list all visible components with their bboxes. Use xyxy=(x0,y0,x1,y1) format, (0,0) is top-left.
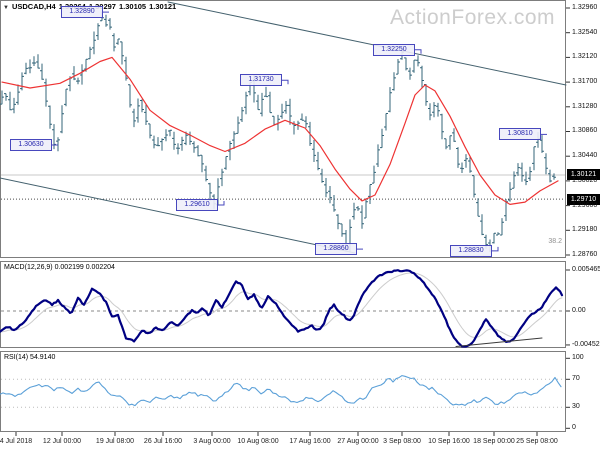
price-axis-label: 1.32960 xyxy=(572,4,598,11)
callout-hook xyxy=(218,201,225,206)
macd-main-line xyxy=(0,269,564,348)
time-axis-label: 17 Aug 16:00 xyxy=(289,438,331,445)
rsi-label: RSI(14) 54.9140 xyxy=(4,354,56,361)
price-axis-label: 1.32120 xyxy=(572,53,598,60)
time-axis-label: 27 Aug 00:00 xyxy=(337,438,379,445)
current-price-tag: 1.30121 xyxy=(567,169,600,180)
callout-hook xyxy=(415,49,422,54)
time-axis-label: 3 Aug 00:00 xyxy=(193,438,231,445)
fib-382-label: 38.2 xyxy=(548,238,562,245)
price-callout: 1.30630 xyxy=(10,139,52,151)
rsi-axis-label: 0 xyxy=(572,424,576,431)
main-panel-border xyxy=(0,0,566,258)
price-axis-label: 1.29600 xyxy=(572,202,598,209)
time-axis-label: 19 Jul 08:00 xyxy=(95,438,135,445)
price-callout: 1.30810 xyxy=(499,128,541,140)
macd-panel-border xyxy=(0,261,566,348)
time-axis-label: 26 Jul 16:00 xyxy=(143,438,183,445)
time-axis-label: 10 Aug 08:00 xyxy=(237,438,279,445)
channel-lower-trendline xyxy=(0,177,356,254)
watermark: ActionForex.com xyxy=(390,6,556,29)
macd-signal-line xyxy=(0,272,563,338)
close-value: 1.30121 xyxy=(149,2,177,11)
time-axis-label: 12 Jul 00:00 xyxy=(42,438,82,445)
channel-upper-trendline xyxy=(167,1,567,86)
callout-hook xyxy=(282,79,289,85)
price-axis-label: 1.30860 xyxy=(572,127,598,134)
price-axis-label: 1.30440 xyxy=(572,152,598,159)
price-axis-label: 1.30020 xyxy=(572,177,598,184)
price-axis-label: 1.31280 xyxy=(572,103,598,110)
macd-support-trendline xyxy=(455,337,543,347)
price-callout: 1.28860 xyxy=(315,243,357,255)
macd-axis-label: 0.005465 xyxy=(572,266,600,273)
price-callout: 1.31730 xyxy=(240,74,282,86)
rsi-axis-label: 100 xyxy=(572,354,584,361)
symbol-label: USDCAD,H4 xyxy=(11,2,56,11)
price-callout: 1.32890 xyxy=(61,6,103,18)
time-axis-label: 3 Sep 08:00 xyxy=(383,438,421,445)
symbol-collapse-icon[interactable]: ▼ xyxy=(3,5,9,11)
level-price-tag: 1.29710 xyxy=(567,194,600,205)
low-value: 1.30105 xyxy=(118,2,147,11)
price-axis-label: 1.28760 xyxy=(572,251,598,258)
rsi-axis-label: 70 xyxy=(572,375,580,382)
price-callout: 1.32250 xyxy=(373,44,415,56)
price-axis-label: 1.29180 xyxy=(572,226,598,233)
price-bars xyxy=(0,11,556,253)
macd-axis-label: -0.004527 xyxy=(572,341,600,348)
price-axis-label: 1.32540 xyxy=(572,29,598,36)
moving-average-line xyxy=(1,56,559,205)
rsi-line xyxy=(0,375,562,407)
time-axis-label: 4 Jul 2018 xyxy=(0,438,33,445)
callout-hook xyxy=(492,246,499,252)
price-callout: 1.29610 xyxy=(176,199,218,211)
macd-axis-label: 0.00 xyxy=(572,307,586,314)
rsi-axis-label: 30 xyxy=(572,403,580,410)
time-axis-label: 25 Sep 08:00 xyxy=(516,438,558,445)
time-axis-label: 18 Sep 00:00 xyxy=(473,438,515,445)
macd-label: MACD(12,26,9) 0.002199 0.002204 xyxy=(4,264,115,271)
time-axis-label: 10 Sep 16:00 xyxy=(428,438,470,445)
price-callout: 1.28830 xyxy=(450,245,492,257)
price-axis-label: 1.31700 xyxy=(572,78,598,85)
rsi-panel-border xyxy=(0,351,566,432)
